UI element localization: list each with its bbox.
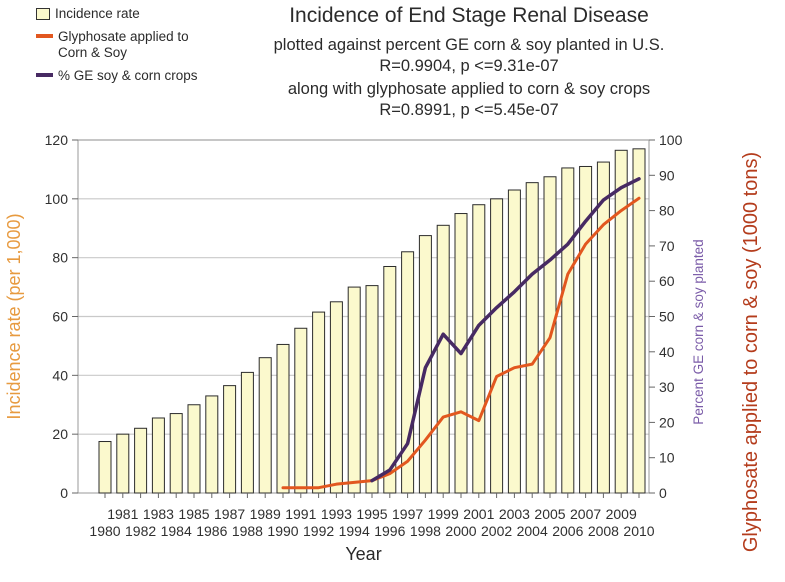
right-tick-label: 100	[659, 132, 683, 148]
right-axis-title-percent: Percent GE corn & soy planted	[691, 239, 706, 424]
incidence-bar	[329, 301, 343, 494]
year-tick-label: 1998	[410, 523, 441, 539]
chart-subtitle-line3: along with glyphosate applied to corn & …	[287, 80, 651, 98]
incidence-bar	[98, 441, 112, 494]
x-axis-title: Year	[345, 544, 381, 564]
legend-item-glyphosate: Glyphosate applied to Corn & Soy	[36, 29, 208, 61]
legend: Incidence rate Glyphosate applied to Cor…	[36, 6, 208, 91]
year-tick-label: 2003	[499, 506, 530, 522]
incidence-bar	[258, 357, 272, 494]
chart-subtitle-line2: R=0.9904, p <=9.31e-07	[379, 57, 559, 75]
bar-swatch-icon	[36, 8, 50, 20]
year-tick-label: 1993	[321, 506, 352, 522]
incidence-bar	[223, 385, 237, 494]
chart-subtitle-line4: R=0.8991, p <=5.45e-07	[379, 101, 559, 119]
incidence-bar	[561, 167, 575, 494]
right-tick-label: 10	[659, 450, 675, 466]
year-tick-label: 2004	[517, 523, 548, 539]
legend-label: % GE soy & corn crops	[58, 68, 198, 83]
year-tick-label: 1997	[392, 506, 423, 522]
incidence-bar	[472, 204, 486, 494]
incidence-bar	[596, 161, 610, 494]
legend-item-ge-crops: % GE soy & corn crops	[36, 68, 208, 84]
incidence-bar	[134, 427, 148, 494]
legend-label: Incidence rate	[55, 6, 140, 21]
left-tick-label: 100	[45, 191, 69, 207]
right-tick-label: 90	[659, 167, 675, 183]
year-tick-label: 2007	[570, 506, 601, 522]
year-tick-label: 1987	[214, 506, 245, 522]
left-tick-label: 120	[45, 132, 69, 148]
left-tick-label: 40	[52, 367, 68, 383]
year-tick-label: 2006	[552, 523, 583, 539]
incidence-bar	[276, 343, 290, 494]
year-tick-label: 1994	[339, 523, 370, 539]
year-tick-label: 2005	[534, 506, 565, 522]
right-tick-label: 50	[659, 309, 675, 325]
chart-header: Incidence of End Stage Renal Disease plo…	[155, 2, 783, 121]
right-tick-label: 80	[659, 203, 675, 219]
year-tick-label: 1991	[285, 506, 316, 522]
year-tick-label: 1992	[303, 523, 334, 539]
left-axis-title: Incidence rate (per 1,000)	[4, 213, 24, 419]
incidence-bar	[116, 433, 130, 494]
year-tick-label: 1985	[178, 506, 209, 522]
right-tick-label: 60	[659, 273, 675, 289]
right-tick-label: 20	[659, 414, 675, 430]
series-line	[281, 196, 641, 490]
incidence-bar	[187, 404, 201, 494]
left-tick-label: 60	[52, 309, 68, 325]
incidence-bar	[294, 327, 308, 494]
chart-title: Incidence of End Stage Renal Disease	[289, 4, 649, 27]
right-tick-label: 0	[659, 485, 667, 501]
year-tick-label: 2002	[481, 523, 512, 539]
legend-item-incidence: Incidence rate	[36, 6, 208, 22]
year-tick-label: 1989	[250, 506, 281, 522]
year-tick-label: 1980	[89, 523, 120, 539]
chart-subtitle-line1: plotted against percent GE corn & soy pl…	[273, 36, 665, 54]
incidence-bar	[525, 182, 539, 494]
incidence-bar	[240, 371, 254, 494]
incidence-bar	[383, 265, 397, 494]
year-tick-label: 1982	[125, 523, 156, 539]
incidence-bar	[365, 285, 379, 494]
incidence-bar	[614, 149, 628, 494]
year-tick-label: 1990	[267, 523, 298, 539]
year-tick-label: 1999	[428, 506, 459, 522]
series-line	[370, 177, 641, 483]
year-tick-label: 1996	[374, 523, 405, 539]
year-tick-label: 2010	[623, 523, 654, 539]
left-tick-label: 0	[60, 485, 68, 501]
line-swatch-icon	[36, 73, 53, 77]
left-tick-label: 20	[52, 426, 68, 442]
year-tick-label: 2001	[463, 506, 494, 522]
right-tick-label: 40	[659, 344, 675, 360]
incidence-bar	[347, 286, 361, 494]
incidence-bar	[205, 395, 219, 494]
year-tick-label: 1988	[232, 523, 263, 539]
line-swatch-icon	[36, 34, 53, 38]
incidence-bar	[151, 417, 165, 494]
year-tick-label: 1995	[356, 506, 387, 522]
incidence-bar	[312, 311, 326, 494]
year-tick-label: 1981	[107, 506, 138, 522]
incidence-bar	[490, 198, 504, 494]
incidence-bar	[169, 413, 183, 494]
year-tick-label: 2000	[445, 523, 476, 539]
year-tick-label: 2009	[606, 506, 637, 522]
right-tick-label: 70	[659, 238, 675, 254]
year-tick-label: 1984	[161, 523, 192, 539]
right-axis-title-glyphosate: Glyphosate applied to corn & soy (1000 t…	[740, 152, 762, 552]
year-tick-label: 1986	[196, 523, 227, 539]
year-tick-label: 2008	[588, 523, 619, 539]
incidence-bar	[436, 224, 450, 494]
year-tick-label: 1983	[143, 506, 174, 522]
incidence-bar	[507, 189, 521, 494]
right-tick-label: 30	[659, 379, 675, 395]
legend-label: Glyphosate applied to Corn & Soy	[58, 29, 189, 60]
left-tick-label: 80	[52, 250, 68, 266]
